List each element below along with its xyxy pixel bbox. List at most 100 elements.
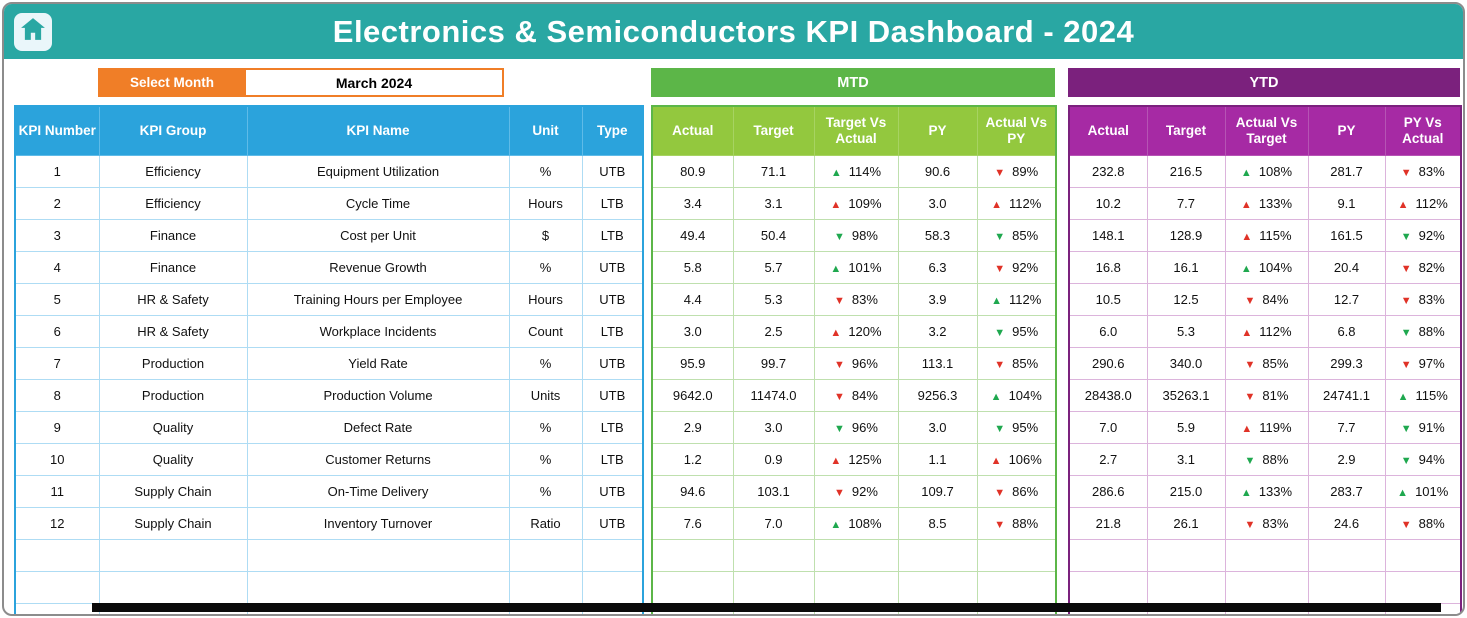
dashboard-content: Select Month March 2024 KPI Number KPI G… bbox=[4, 59, 1463, 614]
mtd-actual-cell: 49.4 bbox=[651, 219, 734, 252]
mtd-target-vs-actual-cell: ▲ 114% bbox=[813, 155, 899, 188]
title-bar: Electronics & Semiconductors KPI Dashboa… bbox=[4, 4, 1463, 59]
kpi-name-cell: Production Volume bbox=[246, 379, 510, 412]
ytd-py-cell: 12.7 bbox=[1307, 283, 1386, 316]
ytd-target-cell: 26.1 bbox=[1146, 507, 1226, 540]
mtd-target-cell: 3.0 bbox=[732, 411, 815, 444]
type-cell: UTB bbox=[581, 507, 644, 540]
ytd-table-body: 232.8 216.5 ▲ 108% 281.7 ▼ 83% 10.2 7.7 ▲ 133% 9.1 ▲… bbox=[1068, 155, 1462, 614]
ytd-py-cell: 2.9 bbox=[1307, 443, 1386, 476]
ytd-target-cell: 215.0 bbox=[1146, 475, 1226, 508]
mtd-target-vs-actual-cell: ▲ 108% bbox=[813, 507, 899, 540]
kpi-name-cell: Customer Returns bbox=[246, 443, 510, 476]
kpi-group-cell: HR & Safety bbox=[98, 315, 248, 348]
kpi-group-cell: HR & Safety bbox=[98, 283, 248, 316]
mtd-py-cell: 8.5 bbox=[897, 507, 978, 540]
mtd-band: MTD bbox=[651, 68, 1055, 97]
up-arrow-icon: ▲ bbox=[1241, 422, 1253, 435]
up-arrow-icon: ▲ bbox=[1240, 262, 1252, 275]
empty-cell bbox=[897, 539, 978, 572]
unit-cell: $ bbox=[508, 219, 583, 252]
kpi-group-cell: Finance bbox=[98, 219, 248, 252]
down-arrow-icon: ▼ bbox=[994, 326, 1006, 339]
down-arrow-icon: ▼ bbox=[994, 166, 1006, 179]
mtd-target-cell: 99.7 bbox=[732, 347, 815, 380]
ytd-header-row: Actual Target Actual Vs Target PY PY Vs … bbox=[1068, 105, 1462, 156]
kpi-name-cell: Defect Rate bbox=[246, 411, 510, 444]
percent-value: 85% bbox=[1262, 356, 1289, 371]
empty-cell bbox=[246, 539, 510, 572]
up-arrow-icon: ▲ bbox=[830, 262, 842, 275]
ytd-actual-cell: 2.7 bbox=[1068, 443, 1148, 476]
mtd-target-vs-actual-cell: ▼ 98% bbox=[813, 219, 899, 252]
kpi-name-cell: Inventory Turnover bbox=[246, 507, 510, 540]
unit-cell: % bbox=[508, 155, 583, 188]
month-value-dropdown[interactable]: March 2024 bbox=[246, 68, 504, 97]
percent-value: 98% bbox=[851, 228, 878, 243]
percent-value: 88% bbox=[1012, 516, 1039, 531]
down-arrow-icon: ▼ bbox=[994, 230, 1006, 243]
home-button[interactable] bbox=[14, 12, 52, 51]
down-arrow-icon: ▼ bbox=[1400, 326, 1412, 339]
empty-cell bbox=[1384, 539, 1462, 572]
kpi-table: KPI Number KPI Group KPI Name Unit Type … bbox=[14, 105, 644, 614]
kpi-group-cell: Production bbox=[98, 347, 248, 380]
down-arrow-icon: ▼ bbox=[994, 422, 1006, 435]
empty-cell bbox=[1384, 571, 1462, 604]
down-arrow-icon: ▼ bbox=[1400, 166, 1412, 179]
mtd-target-vs-actual-cell: ▲ 109% bbox=[813, 187, 899, 220]
ytd-actual-cell: 21.8 bbox=[1068, 507, 1148, 540]
mtd-py-cell: 1.1 bbox=[897, 443, 978, 476]
table-row: 12 Supply Chain Inventory Turnover Ratio UTB bbox=[14, 507, 644, 540]
percent-value: 115% bbox=[1415, 388, 1448, 403]
bottom-edge-bar bbox=[92, 603, 1441, 612]
mtd-py-cell: 3.2 bbox=[897, 315, 978, 348]
ytd-actual-vs-target-cell: ▲ 119% bbox=[1224, 411, 1309, 444]
up-arrow-icon: ▲ bbox=[1397, 486, 1409, 499]
mtd-actual-vs-py-cell: ▲ 112% bbox=[976, 283, 1057, 316]
ytd-table: Actual Target Actual Vs Target PY PY Vs … bbox=[1068, 105, 1462, 614]
unit-cell: Ratio bbox=[508, 507, 583, 540]
kpi-name-cell: Cycle Time bbox=[246, 187, 510, 220]
mtd-table-body: 80.9 71.1 ▲ 114% 90.6 ▼ 89% 3.4 3.1 ▲ 109% 3.0 ▲ 112%… bbox=[651, 155, 1057, 614]
col-header-ytd-py-vs-actual: PY Vs Actual bbox=[1384, 105, 1462, 156]
mtd-py-cell: 113.1 bbox=[897, 347, 978, 380]
ytd-py-cell: 9.1 bbox=[1307, 187, 1386, 220]
up-arrow-icon: ▲ bbox=[830, 198, 842, 211]
percent-value: 83% bbox=[1418, 164, 1445, 179]
ytd-py-vs-actual-cell: ▼ 83% bbox=[1384, 155, 1462, 188]
mtd-actual-vs-py-cell: ▼ 85% bbox=[976, 219, 1057, 252]
kpi-name-cell: Yield Rate bbox=[246, 347, 510, 380]
mtd-py-cell: 9256.3 bbox=[897, 379, 978, 412]
kpi-number-cell: 1 bbox=[14, 155, 100, 188]
down-arrow-icon: ▼ bbox=[1400, 230, 1412, 243]
mtd-actual-cell: 1.2 bbox=[651, 443, 734, 476]
kpi-group-cell: Production bbox=[98, 379, 248, 412]
mtd-actual-cell: 2.9 bbox=[651, 411, 734, 444]
mtd-actual-vs-py-cell: ▼ 86% bbox=[976, 475, 1057, 508]
mtd-actual-cell: 80.9 bbox=[651, 155, 734, 188]
ytd-py-cell: 7.7 bbox=[1307, 411, 1386, 444]
down-arrow-icon: ▼ bbox=[1400, 262, 1412, 275]
select-month-button[interactable]: Select Month bbox=[98, 68, 246, 97]
col-header-type: Type bbox=[581, 105, 644, 156]
kpi-number-cell: 5 bbox=[14, 283, 100, 316]
table-row: 94.6 103.1 ▼ 92% 109.7 ▼ 86% bbox=[651, 475, 1057, 508]
unit-cell: % bbox=[508, 411, 583, 444]
down-arrow-icon: ▼ bbox=[994, 486, 1006, 499]
table-row: 148.1 128.9 ▲ 115% 161.5 ▼ 92% bbox=[1068, 219, 1462, 252]
empty-cell bbox=[976, 539, 1057, 572]
empty-cell bbox=[1307, 571, 1386, 604]
down-arrow-icon: ▼ bbox=[994, 358, 1006, 371]
kpi-number-cell: 3 bbox=[14, 219, 100, 252]
mtd-target-vs-actual-cell: ▲ 125% bbox=[813, 443, 899, 476]
mtd-target-vs-actual-cell: ▼ 92% bbox=[813, 475, 899, 508]
type-cell: UTB bbox=[581, 379, 644, 412]
col-header-mtd-target-vs-actual: Target Vs Actual bbox=[813, 105, 899, 156]
ytd-actual-vs-target-cell: ▲ 133% bbox=[1224, 187, 1309, 220]
empty-cell bbox=[897, 571, 978, 604]
empty-row bbox=[14, 571, 644, 604]
ytd-actual-cell: 7.0 bbox=[1068, 411, 1148, 444]
kpi-name-cell: Revenue Growth bbox=[246, 251, 510, 284]
